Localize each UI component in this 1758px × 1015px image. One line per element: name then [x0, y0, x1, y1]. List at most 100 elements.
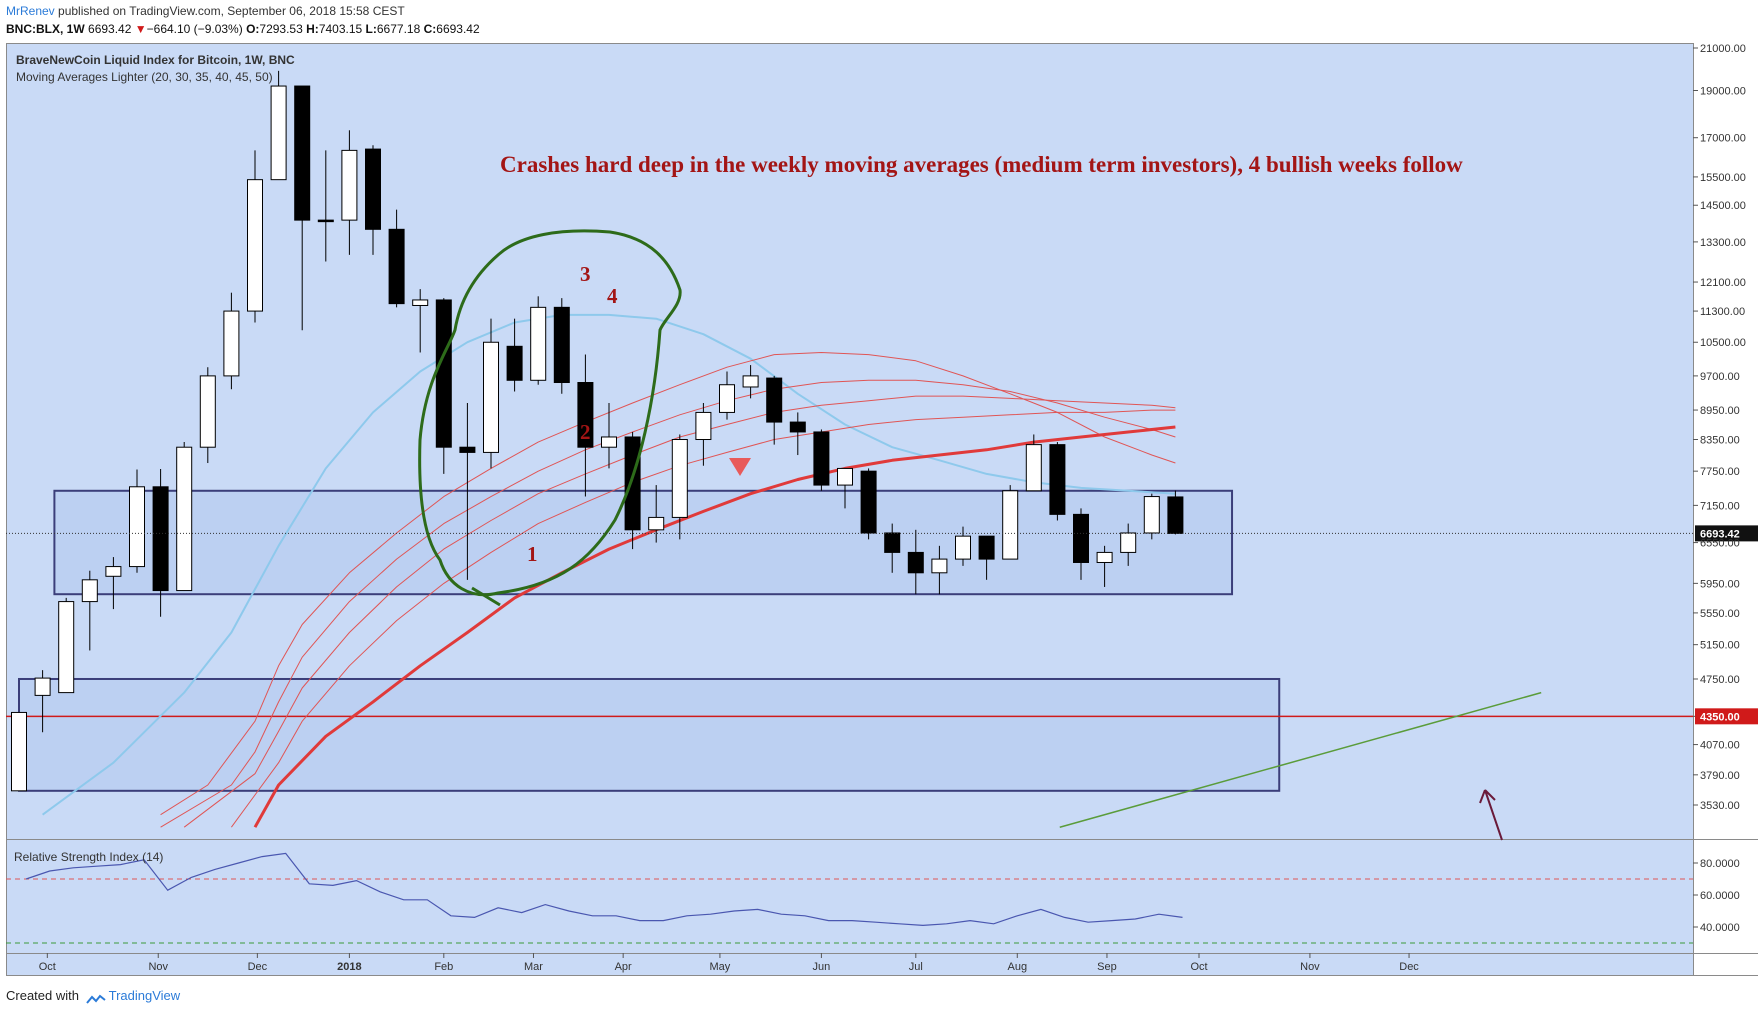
y-tick-label: 11300.00 — [1700, 306, 1745, 318]
change-arrow-icon: ▼ — [134, 22, 147, 36]
candle-body-35 — [837, 467, 853, 486]
candle-body-32 — [766, 377, 783, 423]
zones-layer — [18, 489, 1281, 792]
candle-body-26 — [624, 436, 641, 531]
x-tick-label: Aug — [1007, 961, 1027, 973]
close-value: 6693.42 — [436, 22, 480, 36]
week-label-4: 4 — [607, 284, 618, 308]
candle-body-43 — [1025, 444, 1042, 492]
price-chart[interactable]: 6693.42 21000.00 19000.00 17000.00 15500.00… — [0, 0, 1758, 985]
current-price-layer: 6693.42 — [6, 525, 1758, 542]
candle-body-45 — [1073, 513, 1089, 563]
candle-body-3 — [81, 579, 98, 603]
candle-body-42 — [1002, 490, 1019, 560]
trendline — [1059, 691, 1542, 828]
y-tick-label: 15500.00 — [1700, 172, 1746, 184]
moving-average-3 — [160, 379, 1176, 828]
rsi-tick-label: 40.0000 — [1700, 922, 1740, 934]
low-label: L: — [365, 22, 377, 36]
candle-body-34 — [813, 431, 830, 486]
y-tick-label: 10500.00 — [1700, 337, 1746, 349]
level-badge — [1695, 708, 1758, 725]
candle-body-20 — [483, 341, 499, 453]
candle-body-21 — [506, 345, 523, 381]
zone-box-2 — [18, 677, 1281, 792]
circle-tail — [471, 586, 501, 607]
moving-averages-layer — [42, 313, 1176, 828]
y-tick-label: 4070.00 — [1700, 740, 1740, 752]
annotation-text: Crashes hard deep in the weekly moving a… — [500, 152, 1463, 177]
up-arrow — [1479, 789, 1503, 841]
candle-body-0 — [11, 711, 27, 792]
y-tick-label: 6550.00 — [1700, 538, 1740, 550]
candle-body-44 — [1049, 444, 1066, 515]
symbol-name: BNC:BLX, 1W — [6, 22, 85, 36]
created-with-text: Created with — [6, 988, 79, 1003]
high-label: H: — [306, 22, 319, 36]
candle-body-37 — [884, 532, 901, 553]
candle-body-25 — [601, 436, 617, 448]
published-text: published on TradingView.com, September … — [58, 4, 405, 18]
x-tick-label: Oct — [39, 961, 56, 973]
x-tick-label: Apr — [615, 961, 632, 973]
price-axis: 21000.00 19000.00 17000.00 15500.00 14500.00… — [1693, 43, 1758, 812]
candle-body-22 — [530, 306, 547, 381]
open-label: O: — [246, 22, 260, 36]
y-tick-label: 21000.00 — [1700, 43, 1746, 55]
moving-average-2 — [160, 352, 1176, 816]
candle-body-29 — [695, 411, 712, 441]
open-value: 7293.53 — [259, 22, 303, 36]
moving-average-6 — [253, 425, 1176, 828]
tradingview-link[interactable]: TradingView — [108, 988, 181, 1003]
candle-body-7 — [176, 446, 193, 592]
moving-average-1 — [42, 313, 1176, 816]
rsi-line — [25, 852, 1183, 927]
rsi-tick-label: 80.0000 — [1700, 858, 1740, 870]
y-tick-label: 7750.00 — [1700, 466, 1740, 478]
y-tick-label: 8350.00 — [1700, 435, 1740, 447]
x-tick-label: Nov — [148, 961, 168, 973]
y-tick-label: 3530.00 — [1700, 800, 1740, 812]
current-price-label: 6693.42 — [1700, 528, 1740, 540]
trendline-layer — [1059, 691, 1542, 828]
y-tick-label: 8950.00 — [1700, 405, 1740, 417]
tradingview-logo-icon — [85, 992, 106, 1004]
rsi-tick-label: 60.0000 — [1700, 890, 1740, 902]
x-tick-label: Jul — [909, 961, 923, 973]
candle-body-36 — [860, 470, 877, 534]
candle-body-24 — [577, 382, 594, 448]
y-tick-label: 17000.00 — [1700, 133, 1746, 145]
week-label-2: 2 — [580, 420, 591, 444]
y-tick-label: 14500.00 — [1700, 200, 1746, 212]
rsi-pane: 80.0000 60.0000 40.0000 — [6, 852, 1740, 944]
candle-body-18 — [435, 299, 452, 448]
y-tick-label: 7150.00 — [1700, 500, 1740, 512]
current-price-badge — [1695, 525, 1758, 542]
candle-body-6 — [152, 486, 169, 592]
candle-body-38 — [907, 551, 924, 574]
x-tick-label: Dec — [248, 961, 268, 973]
symbol-quote-line: BNC:BLX, 1W 6693.42 ▼−664.10 (−9.03%) O:… — [6, 22, 480, 36]
y-tick-label: 9700.00 — [1700, 371, 1740, 383]
x-tick-label: Oct — [1190, 961, 1207, 973]
author-link[interactable]: MrRenev — [6, 4, 55, 18]
candle-body-4 — [105, 566, 122, 577]
high-value: 7403.15 — [318, 22, 363, 36]
candle-body-13 — [317, 219, 334, 223]
candle-body-15 — [365, 148, 381, 230]
y-tick-label: 5950.00 — [1700, 578, 1740, 590]
publish-info: MrRenev published on TradingView.com, Se… — [6, 4, 405, 18]
candles-layer — [11, 70, 1184, 792]
candle-body-31 — [742, 375, 759, 388]
zone-box-1 — [53, 489, 1234, 596]
y-tick-label: 13300.00 — [1700, 237, 1746, 249]
y-tick-label: 4750.00 — [1700, 674, 1740, 686]
time-axis: Oct Nov Dec 2018 Feb Mar Apr May Jun Jul Aug Sep Oct… — [39, 953, 1419, 973]
candle-body-39 — [931, 558, 948, 574]
candle-body-28 — [671, 439, 688, 518]
candle-body-1 — [34, 677, 51, 696]
candle-body-41 — [978, 535, 995, 560]
candle-body-49 — [1167, 496, 1184, 534]
candle-body-14 — [341, 149, 358, 221]
x-tick-label: Jun — [813, 961, 831, 973]
